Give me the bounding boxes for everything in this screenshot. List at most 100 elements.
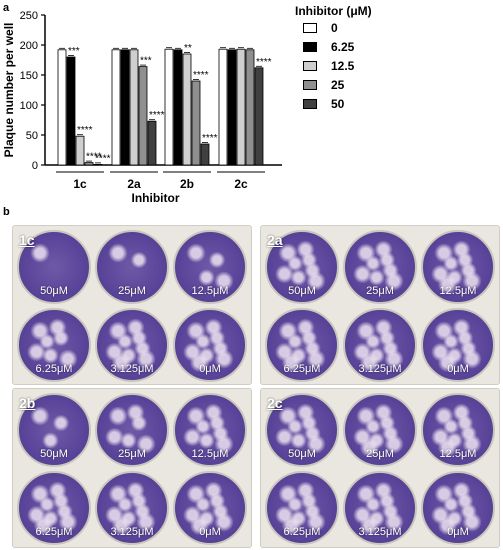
legend-swatch [303, 41, 317, 52]
legend-swatch [303, 22, 317, 33]
y-axis-label: Plaque number per well [2, 23, 16, 158]
legend-swatch [303, 98, 317, 109]
significance-label: *** [140, 56, 152, 67]
well-concentration-label: 12.5μM [439, 448, 477, 460]
y-tick-label: 0 [32, 160, 38, 172]
bar [191, 80, 201, 166]
well-concentration-label: 50μM [288, 285, 316, 297]
well: 12.5μM [173, 230, 247, 304]
legend-swatch [303, 79, 317, 90]
plaque-assay-photos: 50μM 25μM 12.5μM 6.25μM 3.125μM 0μM 1c 50μM 25μM… [12, 225, 500, 548]
well-concentration-label: 50μM [288, 448, 316, 460]
well: 25μM [95, 230, 169, 304]
well: 3.125μM [95, 471, 169, 545]
well: 25μM [343, 393, 417, 467]
well: 0μM [421, 471, 495, 545]
well-concentration-label: 50μM [40, 285, 68, 297]
well: 0μM [173, 471, 247, 545]
well-concentration-label: 0μM [199, 526, 221, 538]
well: 0μM [421, 308, 495, 382]
bar [147, 120, 157, 166]
well-concentration-label: 6.25μM [35, 526, 73, 538]
category-label: 1c [73, 177, 87, 191]
well-concentration-label: 6.25μM [283, 363, 321, 375]
well-concentration-label: 12.5μM [191, 285, 229, 297]
well: 50μM [265, 230, 339, 304]
legend: Inhibitor (μM) 0 6.25 12.5 25 50 [295, 4, 500, 113]
well: 3.125μM [343, 308, 417, 382]
well: 6.25μM [265, 471, 339, 545]
legend-label: 25 [331, 77, 345, 92]
legend-items: 0 6.25 12.5 25 50 [295, 18, 500, 113]
bar [236, 48, 246, 166]
legend-item: 0 [303, 18, 500, 37]
well: 3.125μM [95, 308, 169, 382]
plate-2b: 50μM 25μM 12.5μM 6.25μM 3.125μM 0μM 2b [12, 388, 252, 548]
category-label: 2c [234, 177, 248, 191]
plate-tag: 2a [267, 232, 283, 248]
well-concentration-label: 25μM [366, 285, 394, 297]
legend-item: 25 [303, 75, 500, 94]
well: 12.5μM [173, 393, 247, 467]
significance-label: **** [202, 133, 218, 144]
bar [200, 143, 210, 166]
bar [93, 163, 103, 166]
well-concentration-label: 12.5μM [439, 285, 477, 297]
well-concentration-label: 25μM [366, 448, 394, 460]
bar [111, 49, 121, 166]
bar [120, 49, 130, 166]
bar [218, 48, 228, 166]
well: 12.5μM [421, 230, 495, 304]
well-concentration-label: 3.125μM [110, 363, 154, 375]
category-label: 2b [180, 177, 194, 191]
bar [84, 162, 94, 166]
plate-1c: 50μM 25μM 12.5μM 6.25μM 3.125μM 0μM 1c [12, 225, 252, 385]
well-concentration-label: 25μM [118, 448, 146, 460]
well-concentration-label: 6.25μM [35, 363, 73, 375]
well-concentration-label: 0μM [447, 526, 469, 538]
bar [75, 135, 85, 166]
well-concentration-label: 3.125μM [358, 363, 402, 375]
well-concentration-label: 50μM [40, 448, 68, 460]
well: 12.5μM [421, 393, 495, 467]
legend-swatch [303, 60, 317, 71]
well: 25μM [95, 393, 169, 467]
bar [164, 48, 174, 166]
significance-label: **** [77, 125, 93, 136]
significance-label: **** [193, 70, 209, 81]
well: 0μM [173, 308, 247, 382]
significance-label: *** [68, 46, 80, 57]
well: 3.125μM [343, 471, 417, 545]
legend-label: 6.25 [331, 39, 355, 54]
bar [245, 49, 255, 166]
plate-tag: 2b [19, 395, 36, 411]
bar [129, 49, 139, 166]
plate-2c: 50μM 25μM 12.5μM 6.25μM 3.125μM 0μM 2c [260, 388, 500, 548]
well: 6.25μM [265, 308, 339, 382]
well-concentration-label: 6.25μM [283, 526, 321, 538]
plate-2a: 50μM 25μM 12.5μM 6.25μM 3.125μM 0μM 2a [260, 225, 500, 385]
y-tick-label: 100 [20, 100, 38, 112]
legend-item: 50 [303, 94, 500, 113]
y-tick-label: 200 [20, 40, 38, 52]
panel-b-label: b [3, 206, 10, 218]
plate-tag: 2c [267, 395, 283, 411]
legend-title: Inhibitor (μM) [295, 4, 372, 18]
bar [182, 53, 192, 166]
well: 6.25μM [17, 308, 91, 382]
significance-label: **** [95, 153, 111, 164]
well: 50μM [17, 393, 91, 467]
bar [254, 67, 264, 166]
bar [138, 66, 148, 166]
significance-label: **** [149, 110, 165, 121]
significance-label: **** [256, 57, 272, 68]
well-concentration-label: 0μM [447, 363, 469, 375]
well: 50μM [265, 393, 339, 467]
well: 50μM [17, 230, 91, 304]
category-label: 2a [127, 177, 141, 191]
bar [227, 49, 237, 166]
plate-tag: 1c [19, 232, 35, 248]
bar [66, 56, 76, 166]
well: 25μM [343, 230, 417, 304]
y-tick-label: 250 [20, 10, 38, 22]
